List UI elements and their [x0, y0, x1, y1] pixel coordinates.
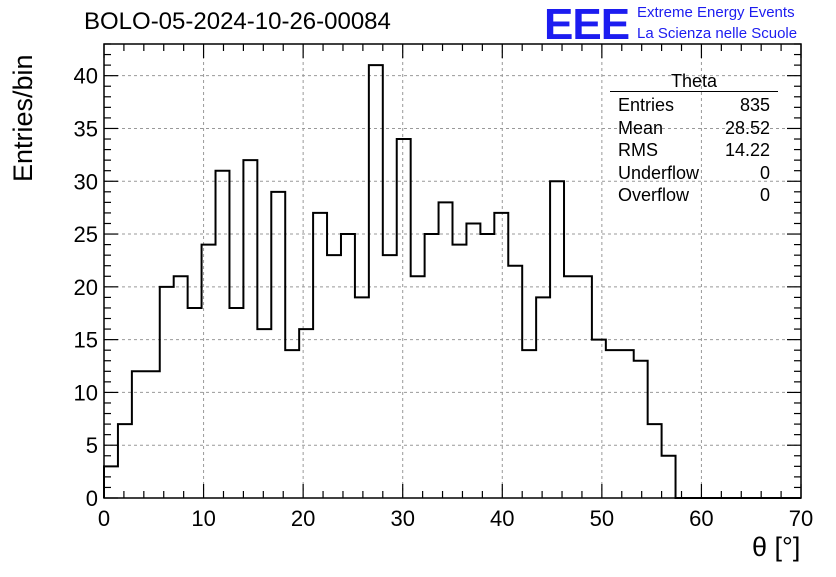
histogram-bin: [257, 329, 271, 498]
stats-label: RMS: [618, 140, 658, 160]
chart-title: BOLO-05-2024-10-26-00084: [84, 8, 391, 35]
y-tick-label: 10: [74, 380, 98, 405]
stats-value: 14.22: [724, 140, 770, 160]
histogram-bin: [229, 308, 243, 498]
histogram-bin: [341, 234, 355, 498]
stats-value: 28.52: [724, 117, 770, 138]
tick-labels: 0 10 20 30 40 50 60 70 0 5 10 15 20 25 30 35 40: [74, 64, 814, 531]
histogram-bin: [104, 466, 118, 498]
histogram-bin: [327, 255, 341, 498]
stats-title: Theta: [610, 72, 778, 92]
x-tick-label: 30: [390, 506, 414, 531]
histogram-bin: [299, 329, 313, 498]
histogram-bin: [425, 234, 439, 498]
stats-row-rms: RMS 14.22: [610, 139, 778, 162]
y-tick-label: 35: [74, 116, 98, 141]
histogram-bin: [397, 139, 411, 498]
histogram-bin: [271, 192, 285, 498]
stats-label: Overflow: [618, 185, 690, 205]
histogram-bin: [508, 266, 522, 498]
stats-label: Underflow: [618, 162, 700, 183]
histogram-bin: [174, 276, 188, 498]
stats-row-underflow: Underflow 0: [610, 162, 778, 185]
x-tick-label: 70: [789, 506, 813, 531]
histogram-bin: [118, 424, 132, 498]
axis-ticks: [103, 43, 802, 499]
histogram-bin: [453, 245, 467, 498]
histogram-bin: [355, 297, 369, 498]
histogram-bin: [146, 371, 160, 498]
stats-row-entries: Entries 835: [610, 94, 778, 117]
y-tick-label: 30: [74, 169, 98, 194]
histogram-bin: [578, 276, 592, 498]
logo-subtitle-1: Extreme Energy Events: [637, 4, 795, 21]
plot-frame: [103, 43, 802, 499]
eee-logo: EEE: [544, 0, 630, 49]
stats-row-overflow: Overflow 0: [610, 184, 778, 207]
y-axis-label: Entries/bin: [8, 54, 38, 182]
x-tick-label: 0: [98, 506, 110, 531]
histogram-bin: [411, 276, 425, 498]
histogram-bin: [383, 255, 397, 498]
x-tick-label: 50: [590, 506, 614, 531]
histogram-bins: [104, 65, 676, 498]
histogram-bin: [243, 160, 257, 498]
histogram-bin: [216, 171, 230, 498]
stats-label: Mean: [618, 117, 664, 138]
histogram-bin: [648, 424, 662, 498]
histogram-bin: [188, 308, 202, 498]
histogram-bin: [536, 297, 550, 498]
histogram-bin: [313, 213, 327, 498]
x-axis-label: θ [°]: [752, 532, 801, 562]
stats-value: 0: [759, 162, 770, 183]
y-tick-label: 20: [74, 275, 98, 300]
x-tick-label: 60: [689, 506, 713, 531]
histogram-bin: [606, 350, 620, 498]
y-tick-label: 0: [86, 486, 98, 511]
x-tick-label: 20: [291, 506, 315, 531]
histogram-bin: [522, 350, 536, 498]
y-tick-label: 5: [86, 433, 98, 458]
logo-subtitle-2: La Scienza nelle Scuole: [637, 25, 798, 42]
histogram-bin: [620, 350, 634, 498]
stats-value: 0: [759, 185, 770, 205]
x-tick-label: 40: [490, 506, 514, 531]
histogram-bin: [592, 340, 606, 498]
histogram-bin: [564, 276, 578, 498]
histogram-bin: [439, 202, 453, 498]
x-tick-label: 10: [191, 506, 215, 531]
histogram-bin: [132, 371, 146, 498]
stats-box: Theta Entries 835 Mean 28.52 RMS 14.22 Unde…: [610, 72, 778, 207]
histogram-bin: [634, 361, 648, 498]
y-tick-label: 15: [74, 328, 98, 353]
histogram-bin: [466, 223, 480, 498]
histogram-bin: [480, 234, 494, 498]
y-tick-label: 25: [74, 222, 98, 247]
histogram-bin: [285, 350, 299, 498]
y-tick-label: 40: [74, 64, 98, 89]
stats-value: 835: [739, 95, 770, 115]
stats-label: Entries: [618, 95, 675, 115]
histogram-bin: [494, 213, 508, 498]
histogram-bin: [662, 456, 676, 498]
histogram-bin: [369, 65, 383, 498]
stats-row-mean: Mean 28.52: [610, 117, 778, 140]
histogram-outline: [103, 64, 801, 499]
